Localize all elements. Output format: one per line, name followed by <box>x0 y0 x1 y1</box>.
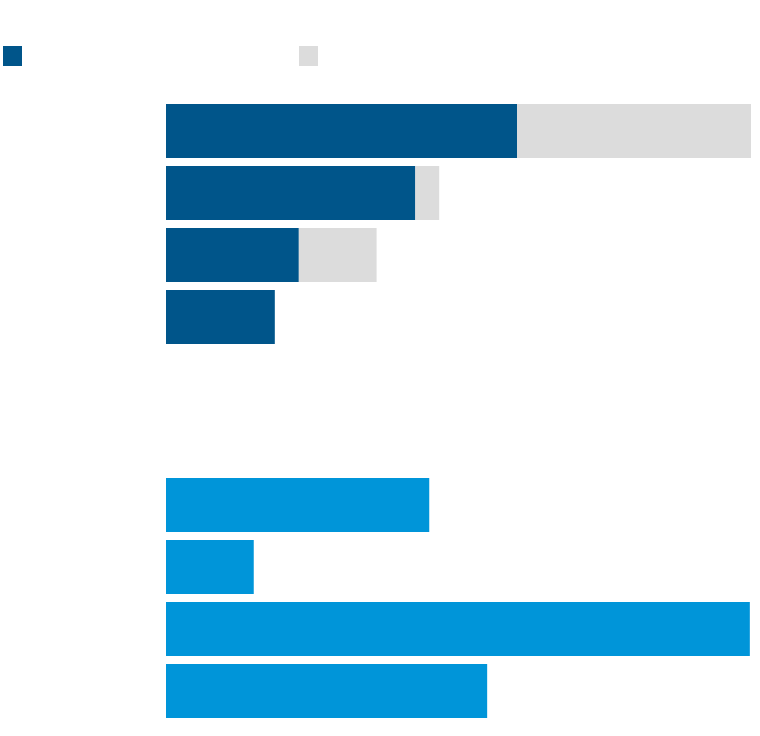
bar-segment <box>166 104 517 158</box>
bar <box>166 540 254 594</box>
legend-swatch <box>3 46 22 66</box>
bar-segment <box>166 166 416 220</box>
bar-segment <box>517 104 751 158</box>
bar-segment <box>166 228 299 282</box>
bar-segment <box>166 290 275 344</box>
bar <box>166 602 750 656</box>
legend-swatch <box>299 46 318 66</box>
bar-segment <box>298 228 377 282</box>
bar <box>166 664 488 718</box>
bar <box>166 478 430 532</box>
bar-segment <box>415 166 440 220</box>
